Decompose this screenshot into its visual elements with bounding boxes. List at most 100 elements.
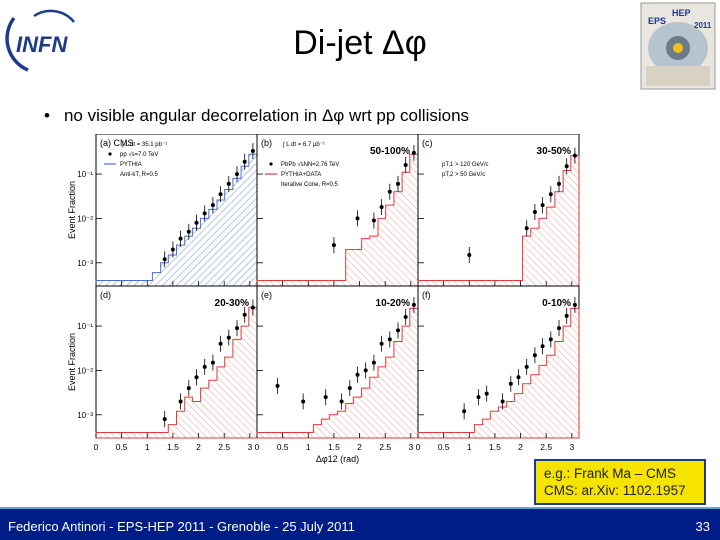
data-point [235,326,240,331]
y-tick-label: 10⁻³ [77,259,93,268]
data-point [411,302,416,307]
panel-letter: (b) [261,138,272,148]
luminosity-label: ∫ L dt = 6.7 μb⁻¹ [282,141,325,148]
data-point [371,360,376,365]
x-tick-label: 1 [467,442,472,452]
y-axis-title: Event Fraction [67,333,77,391]
x-tick-label: 1 [306,442,311,452]
data-point [396,181,401,186]
data-point [323,395,328,400]
dijet-dphi-figure: (a) CMS∫ L dt = 35.1 pb⁻¹ pp √s=7.0 TeV PY… [67,134,580,464]
x-tick-label: 3 [247,442,252,452]
centrality-label: 50-100% [370,146,410,157]
x-tick-label: 2.5 [218,442,230,452]
data-point [387,189,392,194]
infn-logo-arc [5,16,29,72]
x-tick-label: 0 [94,442,99,452]
x-tick-label: 1.5 [167,442,179,452]
reference-line-2: CMS: ar.Xiv: 1102.1957 [544,483,686,498]
data-point [178,399,183,404]
luminosity-label: ∫ L dt = 35.1 pb⁻¹ [121,141,167,148]
legend-marker [108,152,112,156]
data-point [275,383,280,388]
x-tick-label: 2.5 [540,442,552,452]
centrality-label: 10-20% [376,298,411,309]
centrality-label: 0-10% [542,298,571,309]
legend-entry: pT,1 > 120 GeV/c [442,162,489,168]
data-point [387,337,392,342]
infn-logo: INFN [5,9,75,72]
conference-logo-year: 2011 [694,21,712,30]
centrality-label: 30-50% [537,146,572,157]
legend-entry: PYTHIA+DATA [281,172,321,178]
panel-letter: (f) [422,290,431,300]
data-point [250,305,255,310]
data-point [194,375,199,380]
x-tick-label: 2.5 [379,442,391,452]
data-point [411,150,416,155]
y-tick-label: 10⁻² [77,214,93,223]
y-tick-label: 10⁻³ [77,411,93,420]
data-point [564,313,569,318]
x-tick-label: 0.5 [438,442,450,452]
legend-entry: pT,2 > 50 GeV/c [442,172,485,178]
reference-note: e.g.: Frank Ma – CMS CMS: ar.Xiv: 1102.1… [534,459,706,505]
data-point [218,341,223,346]
mc-histogram [417,155,580,287]
legend-entry: PYTHIA [120,162,142,168]
centrality-label: 20-30% [215,298,250,309]
data-point [500,399,505,404]
footer-bar: Federico Antinori - EPS-HEP 2011 - Greno… [0,507,720,540]
data-point [508,381,513,386]
data-point [403,315,408,320]
data-point [210,203,215,208]
data-point [210,360,215,365]
data-point [339,399,344,404]
x-tick-label: 2 [357,442,362,452]
legend-marker [269,162,273,166]
panel-b: (b) 50-100% ∫ L dt = 6.7 μb⁻¹ PbPb √sNN=2.7… [256,134,419,287]
data-point [162,417,167,422]
data-point [226,335,231,340]
data-point [202,364,207,369]
data-point [548,337,553,342]
data-point [379,205,384,210]
mc-histogram [417,307,580,439]
panel-letter: (e) [261,290,272,300]
x-tick-label: 1.5 [489,442,501,452]
y-tick-label: 10⁻¹ [77,170,93,179]
data-point [557,181,562,186]
legend-entry: PbPb √sNN=2.76 TeV [281,161,339,168]
panel-f: (f) 0-10% 0 0.5 1 1.5 2 2.5 3 [416,285,580,452]
data-point [516,375,521,380]
data-point [540,344,545,349]
data-point [194,220,199,225]
data-point [557,326,562,331]
infn-logo-arc-top [33,9,75,23]
mc-histogram [95,153,258,287]
panel-letter: (a) CMS [100,138,134,148]
page-number: 33 [695,519,710,534]
data-point [572,153,577,158]
bullet-text: no visible angular decorrelation in Δφ w… [63,106,470,125]
y-tick-label: 10⁻¹ [77,322,93,331]
x-tick-label: 1.5 [328,442,340,452]
panel-letter: (d) [100,290,111,300]
x-tick-label: 2 [518,442,523,452]
infn-logo-text: INFN [16,32,68,57]
panel-c: (c) 30-50% pT,1 > 120 GeV/c pT,2 > 50 GeV/c [417,134,580,287]
x-tick-label: 3 [569,442,574,452]
x-tick-label: 0.5 [116,442,128,452]
panel-letter: (c) [422,138,433,148]
data-point [162,257,167,262]
data-point [250,149,255,154]
bullet-item: • no visible angular decorrelation in Δφ… [44,106,469,126]
conference-logo: EPS HEP 2011 [640,2,716,90]
data-point [476,395,481,400]
data-point [218,192,223,197]
x-tick-label: 1 [145,442,150,452]
mc-histogram [95,307,258,439]
legend-entry: pp √s=7.0 TeV [120,151,158,158]
data-point [186,386,191,391]
data-point [540,203,545,208]
